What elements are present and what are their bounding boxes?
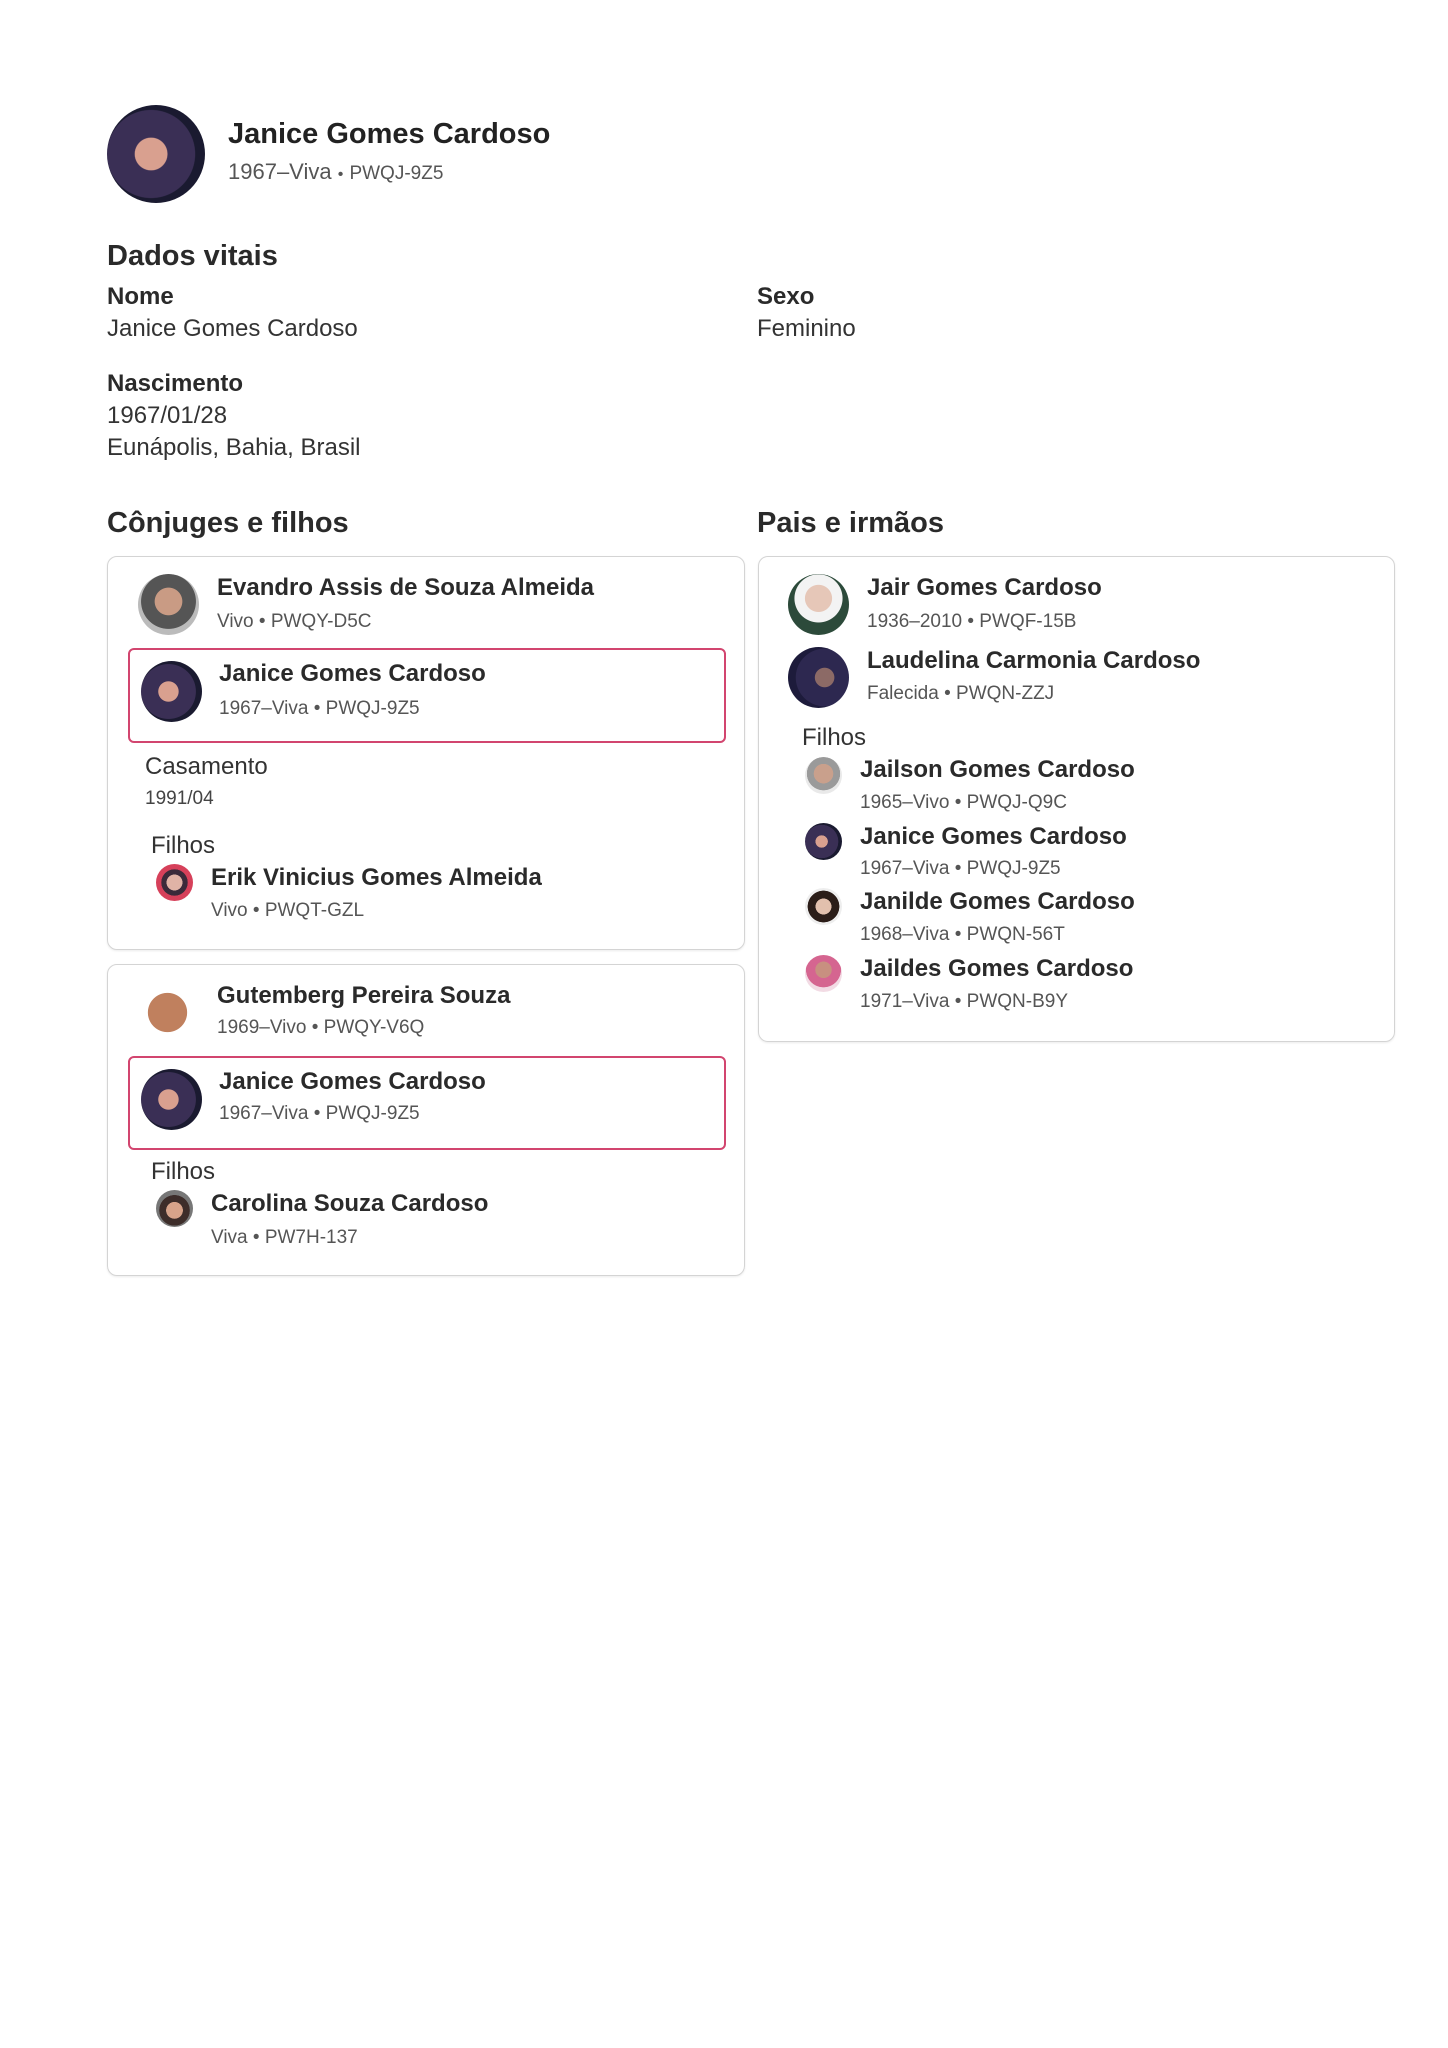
self-avatar — [141, 1069, 202, 1130]
child-avatar — [156, 1190, 193, 1227]
parents-section-title: Pais e irmãos — [757, 507, 944, 539]
marriage-date: 1991/04 — [145, 788, 214, 809]
self-info: 1967–Viva • PWQJ-9Z5 — [219, 698, 420, 719]
mother-name-link[interactable]: Laudelina Carmonia Cardoso — [867, 647, 1201, 674]
parents-card — [758, 556, 1395, 1042]
spouse-info: Vivo • PWQY-D5C — [217, 611, 372, 632]
self-name[interactable]: Janice Gomes Cardoso — [219, 1068, 486, 1095]
sibling-info: 1967–Viva • PWQJ-9Z5 — [860, 858, 1061, 879]
sibling-name-link[interactable]: Janice Gomes Cardoso — [860, 823, 1127, 850]
self-highlight-box[interactable] — [128, 648, 726, 743]
birth-date: 1967/01/28 — [107, 402, 228, 429]
profile-lifespan: 1967–Viva — [228, 159, 332, 184]
profile-avatar — [107, 105, 205, 203]
sibling-avatar — [805, 955, 842, 992]
self-avatar — [141, 661, 202, 722]
child-info: Viva • PW7H-137 — [211, 1227, 358, 1248]
spouse-name-link[interactable]: Gutemberg Pereira Souza — [217, 982, 511, 1009]
child-info: Vivo • PWQT-GZL — [211, 900, 365, 921]
child-name-link[interactable]: Carolina Souza Cardoso — [211, 1190, 489, 1217]
profile-id: PWQJ-9Z5 — [349, 163, 444, 184]
sibling-info: 1968–Viva • PWQN-56T — [860, 924, 1065, 945]
child-avatar — [156, 864, 193, 901]
siblings-label: Filhos — [802, 724, 867, 751]
vitals-title: Dados vitais — [107, 240, 278, 272]
sibling-name-link[interactable]: Janilde Gomes Cardoso — [860, 888, 1135, 915]
sex-value: Feminino — [757, 315, 856, 342]
sibling-name-link[interactable]: Jailson Gomes Cardoso — [860, 756, 1135, 783]
mother-info: Falecida • PWQN-ZZJ — [867, 683, 1055, 704]
children-label: Filhos — [151, 1158, 216, 1185]
sibling-avatar — [805, 823, 842, 860]
sibling-info: 1965–Vivo • PWQJ-Q9C — [860, 792, 1067, 813]
sibling-name-link[interactable]: Jaildes Gomes Cardoso — [860, 955, 1134, 982]
self-info: 1967–Viva • PWQJ-9Z5 — [219, 1103, 420, 1124]
name-label: Nome — [107, 283, 174, 310]
sibling-info: 1971–Viva • PWQN-B9Y — [860, 991, 1069, 1012]
father-avatar[interactable] — [788, 574, 849, 635]
profile-subtitle: 1967–Viva • PWQJ-9Z5 — [228, 159, 443, 185]
self-name[interactable]: Janice Gomes Cardoso — [219, 660, 486, 687]
father-info: 1936–2010 • PWQF-15B — [867, 611, 1077, 632]
separator: • — [337, 166, 344, 183]
sibling-avatar — [805, 757, 842, 794]
sex-label: Sexo — [757, 283, 815, 310]
name-value: Janice Gomes Cardoso — [107, 315, 358, 342]
self-highlight-box[interactable] — [128, 1056, 726, 1150]
child-name-link[interactable]: Erik Vinicius Gomes Almeida — [211, 864, 542, 891]
father-name-link[interactable]: Jair Gomes Cardoso — [867, 574, 1102, 601]
birth-place: Eunápolis, Bahia, Brasil — [107, 434, 361, 461]
spouse-name-link[interactable]: Evandro Assis de Souza Almeida — [217, 574, 595, 601]
family-card — [107, 556, 745, 950]
profile-name: Janice Gomes Cardoso — [228, 118, 551, 150]
spouse-info: 1969–Vivo • PWQY-V6Q — [217, 1017, 425, 1038]
marriage-label: Casamento — [145, 753, 268, 780]
sibling-avatar — [805, 888, 842, 925]
spouse-avatar[interactable] — [138, 574, 199, 635]
birth-label: Nascimento — [107, 370, 244, 397]
mother-avatar[interactable] — [788, 647, 849, 708]
spouse-avatar[interactable] — [137, 982, 198, 1043]
family-card — [107, 964, 745, 1276]
spouses-section-title: Cônjuges e filhos — [107, 507, 349, 539]
children-label: Filhos — [151, 832, 216, 859]
